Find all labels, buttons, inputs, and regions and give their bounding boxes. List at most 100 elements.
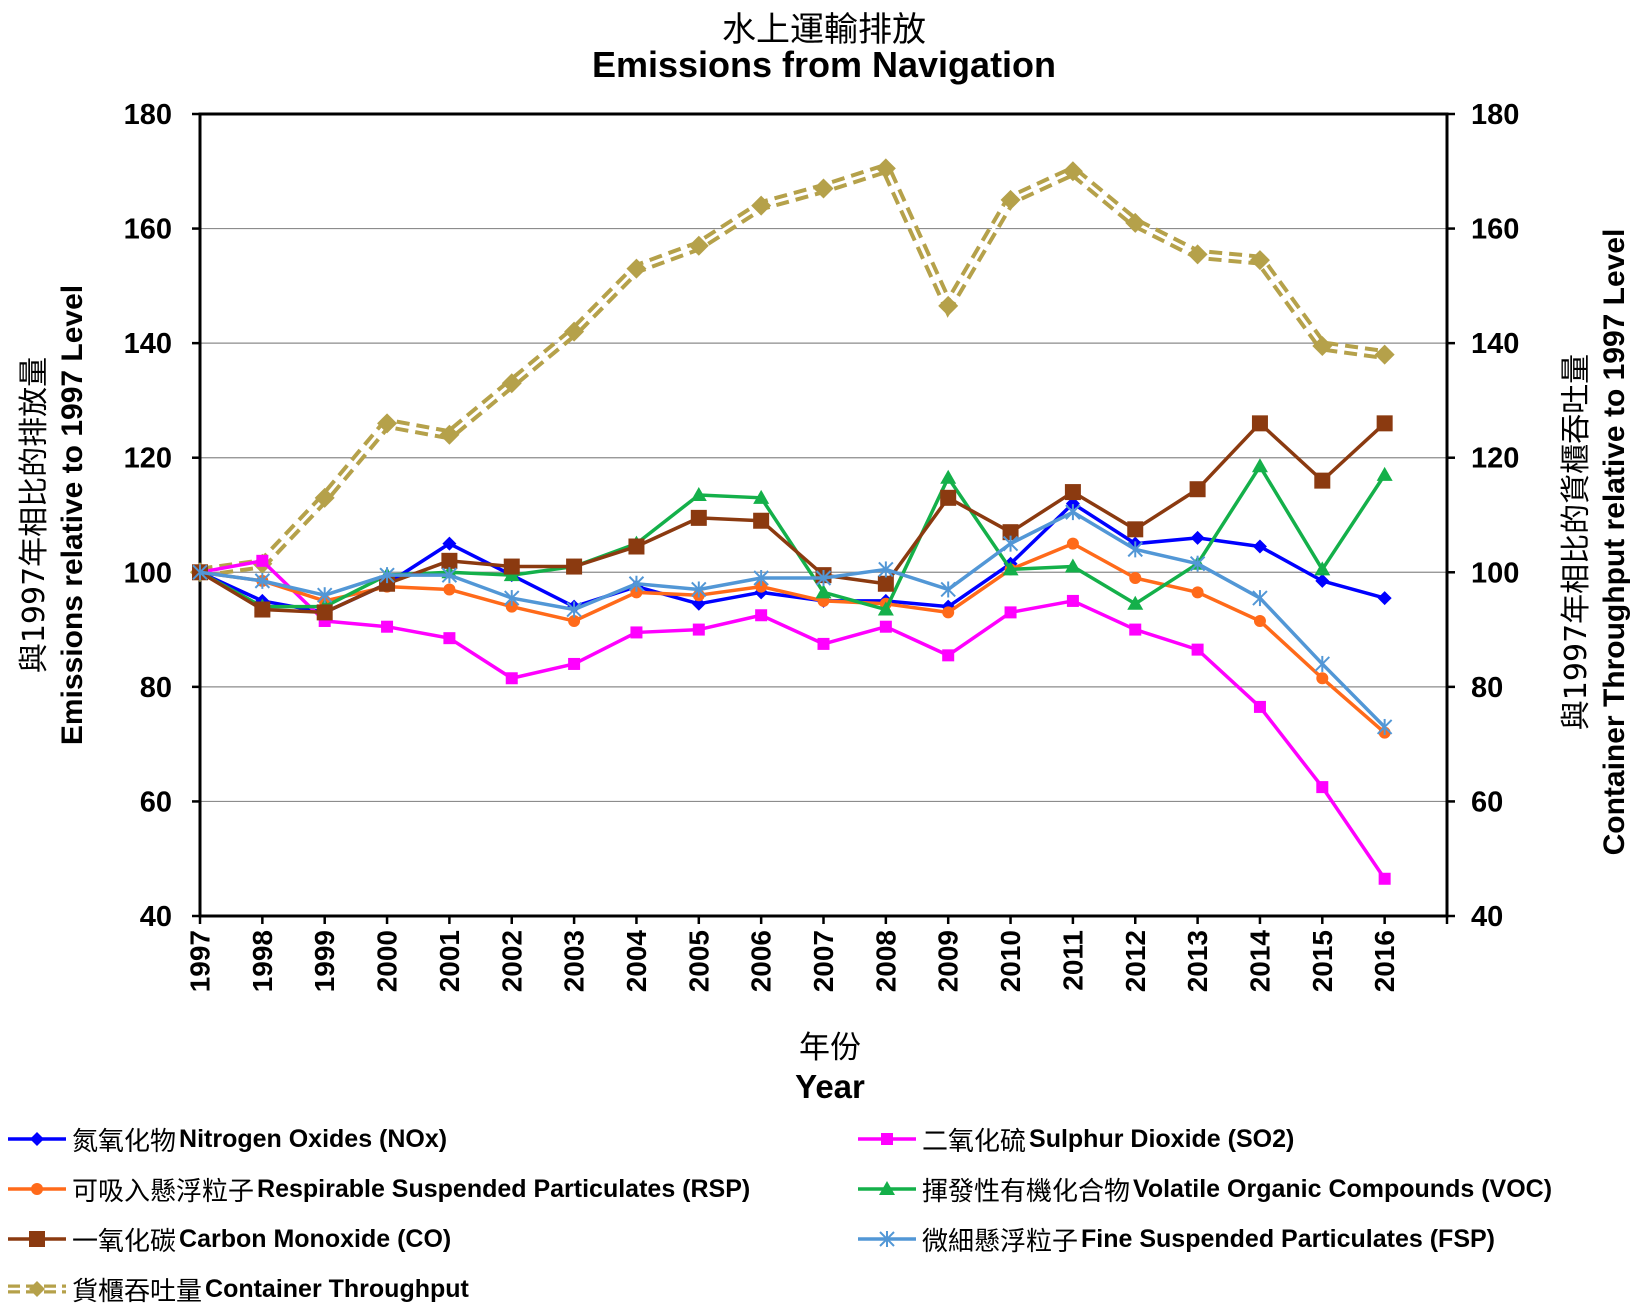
y-axis-label-left-zh: 與1997年相比的排放量	[17, 357, 52, 673]
series-line	[199, 501, 1386, 615]
data-point	[439, 424, 460, 445]
chart-title: Emissions from Navigation	[591, 44, 1057, 85]
data-point	[1374, 344, 1395, 365]
legend-swatch	[8, 1183, 66, 1195]
y-tick-label-right: 180	[1471, 99, 1519, 131]
y-tick-label-left: 120	[124, 443, 172, 475]
legend: 氮氧化物 Nitrogen Oxides (NOx) 二氧化硫 Sulphur Dio…	[0, 1122, 1648, 1308]
data-point	[815, 584, 832, 599]
data-point	[1314, 655, 1331, 672]
x-tick-label: 2005	[683, 930, 714, 992]
data-point	[938, 295, 959, 316]
data-point	[1127, 521, 1144, 538]
data-point	[1314, 472, 1331, 489]
data-point	[256, 554, 269, 567]
data-point	[690, 486, 707, 501]
series-line	[199, 541, 1386, 735]
legend-swatch	[858, 1231, 916, 1247]
data-point	[1000, 189, 1021, 210]
data-point	[1189, 481, 1206, 498]
legend-label-zh: 氮氧化物	[72, 1126, 177, 1157]
data-point	[879, 620, 892, 633]
data-point	[254, 572, 271, 589]
data-point	[942, 606, 955, 619]
legend-swatch	[8, 1281, 66, 1297]
data-point	[443, 583, 456, 596]
x-tick-label: 2008	[870, 930, 901, 992]
data-point	[690, 509, 707, 526]
data-point	[504, 590, 520, 607]
data-point	[628, 575, 645, 592]
series-sulphur-dioxide-so2	[194, 554, 1391, 885]
data-point	[1004, 606, 1017, 619]
x-tick-label: 2000	[372, 930, 403, 992]
data-point	[1125, 212, 1146, 233]
data-point	[753, 570, 769, 587]
legend-item: 揮發性有機化合物 Volatile Organic Compounds (VOC)	[856, 1169, 1552, 1209]
data-point	[1066, 594, 1079, 607]
data-point	[254, 601, 271, 618]
x-tick-label: 1999	[309, 930, 340, 992]
data-point	[630, 626, 643, 639]
data-point	[753, 489, 770, 504]
data-point	[314, 487, 335, 508]
x-tick-label: 2003	[559, 930, 590, 992]
x-tick-label: 2006	[746, 930, 777, 992]
data-point	[1189, 555, 1206, 572]
data-point	[1191, 643, 1204, 656]
data-point	[1065, 504, 1081, 521]
legend-marker	[879, 1181, 895, 1195]
data-point	[1376, 466, 1393, 481]
legend-label: Nitrogen Oxides (NOx)	[179, 1124, 448, 1153]
data-point	[753, 512, 770, 529]
data-point	[1314, 561, 1331, 576]
legend-item: 微細懸浮粒子 Fine Suspended Particulates (FSP)	[856, 1219, 1495, 1259]
y-tick-label-right: 120	[1471, 443, 1519, 475]
y-tick-label-right: 40	[1471, 901, 1503, 933]
legend-marker	[31, 1183, 43, 1195]
legend-label: Sulphur Dioxide (SO2)	[1029, 1124, 1295, 1153]
data-point	[381, 620, 394, 633]
legend-swatch	[858, 1181, 916, 1195]
y-tick-label-left: 180	[124, 99, 172, 131]
data-point	[1064, 558, 1081, 573]
data-point	[1312, 336, 1333, 357]
data-point	[1377, 591, 1392, 606]
data-point	[626, 258, 647, 279]
data-point	[1002, 535, 1019, 552]
plot-area	[198, 112, 1449, 918]
x-tick-label: 2002	[496, 930, 527, 992]
y-tick-label-right: 100	[1471, 557, 1519, 589]
data-point	[755, 580, 768, 593]
x-tick-label: 2009	[933, 930, 964, 992]
data-point	[630, 586, 643, 599]
line-chart: 40 40 60 60 80 80 100 100 120 120 140 140 160 160 180 1…	[17, 99, 1631, 992]
data-point	[751, 195, 772, 216]
data-point	[1253, 614, 1266, 627]
legend-label-zh: 揮發性有機化合物	[922, 1176, 1131, 1207]
legend-swatch	[8, 1231, 66, 1247]
data-point	[379, 567, 395, 584]
y-axis-label-right-zh: 與1997年相比的貨櫃吞吐量	[1559, 354, 1594, 730]
series-carbon-monoxide-co	[192, 415, 1393, 621]
data-point	[940, 581, 956, 598]
data-point	[1127, 595, 1144, 610]
y-tick-label-left: 100	[124, 557, 172, 589]
legend-item: 氮氧化物 Nitrogen Oxides (NOx)	[6, 1119, 447, 1159]
series-fine-suspended-particulates-fsp	[192, 504, 1393, 735]
data-point	[1064, 484, 1081, 501]
data-point	[1316, 781, 1329, 794]
legend-marker	[879, 1231, 895, 1247]
y-tick-label-right: 140	[1471, 328, 1519, 360]
data-point	[1252, 539, 1267, 554]
data-point	[877, 601, 894, 616]
series-container-throughput	[190, 158, 1395, 583]
data-point	[1251, 415, 1268, 432]
data-point	[1251, 458, 1268, 473]
y-tick-label-right: 60	[1471, 786, 1503, 818]
data-point	[503, 558, 520, 575]
y-tick-label-right: 80	[1471, 672, 1503, 704]
data-point	[755, 609, 768, 622]
legend-label-zh: 貨櫃吞吐量	[72, 1276, 203, 1307]
legend-swatch	[858, 1133, 916, 1145]
